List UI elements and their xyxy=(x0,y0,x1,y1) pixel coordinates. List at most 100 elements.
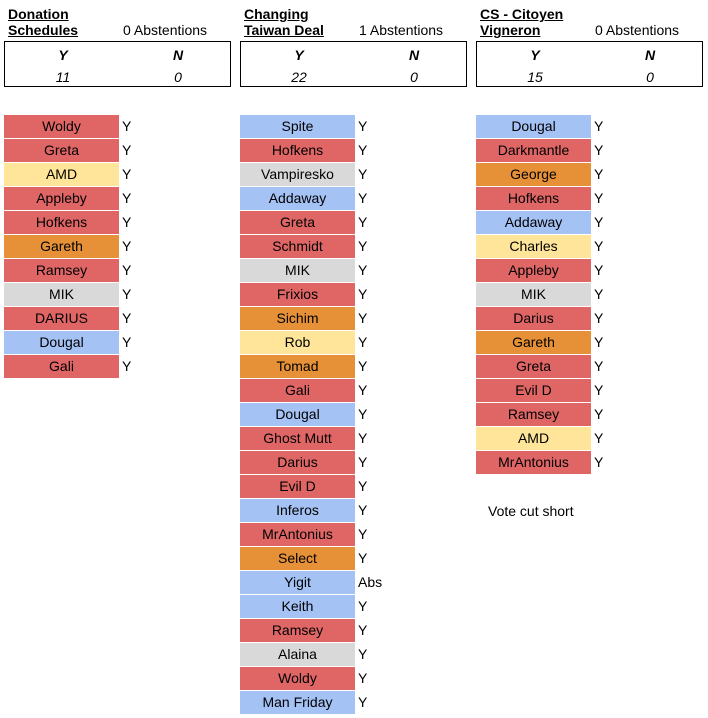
tally-box: Y N 22 0 xyxy=(240,41,467,87)
member-name: Select xyxy=(240,547,355,570)
member-name: Hofkens xyxy=(4,211,119,234)
member-vote: Abs xyxy=(358,574,383,590)
vote-header: Donation Schedules 0 Abstentions xyxy=(4,0,234,40)
member-vote: Y xyxy=(594,310,604,326)
tally-box: Y N 11 0 xyxy=(4,41,231,87)
member-vote: Y xyxy=(594,406,604,422)
member-name: MIK xyxy=(240,259,355,282)
member-name: Charles xyxy=(476,235,591,258)
member-name: MIK xyxy=(476,283,591,306)
member-vote: Y xyxy=(594,190,604,206)
member-vote: Y xyxy=(358,118,368,134)
member-vote: Y xyxy=(358,502,368,518)
member-vote: Y xyxy=(122,286,132,302)
no-label: N xyxy=(172,47,184,63)
member-vote: Y xyxy=(358,478,368,494)
member-vote: Y xyxy=(122,214,132,230)
member-vote: Y xyxy=(122,334,132,350)
member-name: Darius xyxy=(240,451,355,474)
vote-column-cs-citoyen-vigneron: CS - Citoyen Vigneron 0 Abstentions Y N … xyxy=(476,0,706,519)
member-vote: Y xyxy=(358,142,368,158)
member-name: Dougal xyxy=(476,115,591,138)
member-name: Evil D xyxy=(240,475,355,498)
member-vote: Y xyxy=(122,190,132,206)
member-vote: Y xyxy=(122,310,132,326)
member-vote: Y xyxy=(594,382,604,398)
member-name: MrAntonius xyxy=(240,523,355,546)
member-name: Addaway xyxy=(240,187,355,210)
member-name: Yigit xyxy=(240,571,355,594)
member-vote: Y xyxy=(358,262,368,278)
member-vote: Y xyxy=(358,622,368,638)
member-vote: Y xyxy=(358,358,368,374)
member-vote: Y xyxy=(122,358,132,374)
vote-column-donation-schedules: Donation Schedules 0 Abstentions Y N 11 … xyxy=(4,0,234,378)
member-vote: Y xyxy=(358,406,368,422)
member-vote: Y xyxy=(594,118,604,134)
member-name: Dougal xyxy=(4,331,119,354)
member-name: MrAntonius xyxy=(476,451,591,474)
tally-box: Y N 15 0 xyxy=(476,41,703,87)
member-name: Evil D xyxy=(476,379,591,402)
yes-count: 11 xyxy=(55,69,71,85)
member-vote: Y xyxy=(122,142,132,158)
member-vote: Y xyxy=(594,454,604,470)
yes-count: 22 xyxy=(291,69,307,85)
no-count: 0 xyxy=(646,69,654,85)
no-label: N xyxy=(408,47,420,63)
vote-header: CS - Citoyen Vigneron 0 Abstentions xyxy=(476,0,706,40)
member-name: Dougal xyxy=(240,403,355,426)
member-name: Darkmantle xyxy=(476,139,591,162)
member-name: Gali xyxy=(240,379,355,402)
member-name: Ramsey xyxy=(240,619,355,642)
vote-column-changing-taiwan-deal: Changing Taiwan Deal 1 Abstentions Y N 2… xyxy=(240,0,470,714)
member-vote: Y xyxy=(358,598,368,614)
yes-label: Y xyxy=(294,47,304,63)
member-name: Ramsey xyxy=(476,403,591,426)
member-vote: Y xyxy=(122,166,132,182)
member-vote: Y xyxy=(594,334,604,350)
member-vote: Y xyxy=(122,118,132,134)
member-name: Alaina xyxy=(240,643,355,666)
member-vote: Y xyxy=(358,190,368,206)
member-name: Spite xyxy=(240,115,355,138)
member-vote: Y xyxy=(122,238,132,254)
yes-label: Y xyxy=(530,47,540,63)
member-vote: Y xyxy=(358,550,368,566)
member-vote: Y xyxy=(594,358,604,374)
member-name: Greta xyxy=(4,139,119,162)
member-name: Hofkens xyxy=(476,187,591,210)
member-name: Man Friday xyxy=(240,691,355,714)
member-name: Gareth xyxy=(4,235,119,258)
member-name: Inferos xyxy=(240,499,355,522)
member-vote: Y xyxy=(358,646,368,662)
abstentions-count: 0 Abstentions xyxy=(123,22,208,38)
member-vote: Y xyxy=(358,286,368,302)
member-vote: Y xyxy=(594,214,604,230)
member-name: Appleby xyxy=(476,259,591,282)
member-name: Hofkens xyxy=(240,139,355,162)
member-name: Addaway xyxy=(476,211,591,234)
member-name: MIK xyxy=(4,283,119,306)
member-vote: Y xyxy=(358,670,368,686)
member-name: Ramsey xyxy=(4,259,119,282)
member-name: Greta xyxy=(240,211,355,234)
member-name: Greta xyxy=(476,355,591,378)
member-vote: Y xyxy=(122,262,132,278)
member-vote: Y xyxy=(358,310,368,326)
member-name: Rob xyxy=(240,331,355,354)
member-vote: Y xyxy=(358,334,368,350)
no-count: 0 xyxy=(410,69,418,85)
member-name: Appleby xyxy=(4,187,119,210)
no-count: 0 xyxy=(174,69,182,85)
abstentions-count: 0 Abstentions xyxy=(595,22,680,38)
member-vote: Y xyxy=(594,430,604,446)
member-name: Keith xyxy=(240,595,355,618)
vote-title: Changing Taiwan Deal xyxy=(244,6,324,38)
member-vote: Y xyxy=(594,166,604,182)
yes-count: 15 xyxy=(527,69,543,85)
member-vote: Y xyxy=(358,238,368,254)
member-vote: Y xyxy=(358,214,368,230)
vote-title: CS - Citoyen Vigneron xyxy=(480,6,564,38)
member-name: Tomad xyxy=(240,355,355,378)
